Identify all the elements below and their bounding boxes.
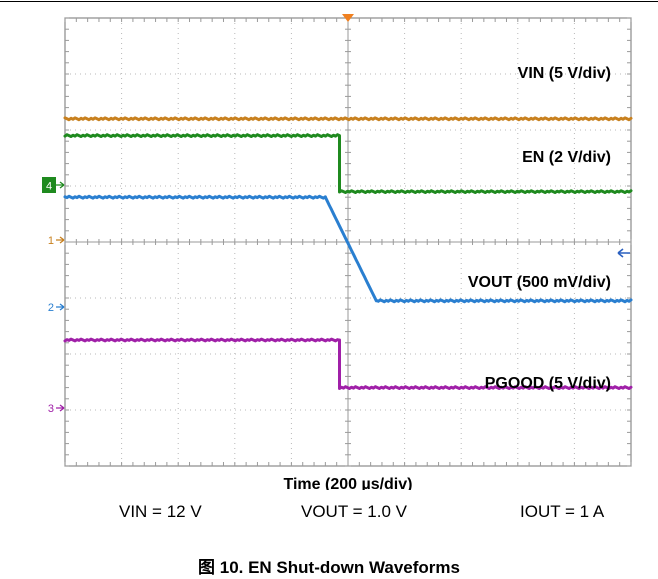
traces <box>63 116 633 390</box>
oscilloscope-chart: VIN (5 V/div) EN (2 V/div) VOUT (500 mV/di… <box>42 14 633 490</box>
trace-label-vout: VOUT (500 mV/div) <box>468 274 611 291</box>
channel-4-marker-text: 4 <box>46 181 52 193</box>
condition-vout: VOUT = 1.0 V <box>301 502 407 521</box>
trace-en <box>63 133 633 194</box>
trace-label-en: EN (2 V/div) <box>522 149 611 166</box>
channel-2-marker-arrow <box>56 303 65 311</box>
channel-3-marker-text: 3 <box>48 403 54 415</box>
channel-4-marker-arrow <box>56 181 65 189</box>
trace-label-pgood: PGOOD (5 V/div) <box>485 375 611 392</box>
channel-markers: 1 4 2 3 <box>42 177 65 415</box>
channel-4-marker-box <box>42 177 56 193</box>
condition-iout: IOUT = 1 A <box>520 502 605 521</box>
trace-label-vin: VIN (5 V/div) <box>518 65 611 82</box>
channel-1-marker-arrow <box>56 236 65 244</box>
channel-1-marker-text: 1 <box>48 235 54 247</box>
x-axis-label: Time (200 µs/div) <box>284 476 413 490</box>
trace-labels: VIN (5 V/div) EN (2 V/div) VOUT (500 mV/di… <box>468 65 611 392</box>
top-rule <box>0 1 658 2</box>
trigger-level-arrow <box>617 248 630 258</box>
trigger-position-marker <box>342 14 354 22</box>
trace-vout <box>63 194 633 304</box>
figure-caption: 图 10. EN Shut-down Waveforms <box>198 558 460 577</box>
condition-vin: VIN = 12 V <box>119 502 202 521</box>
channel-3-marker-arrow <box>56 404 65 412</box>
channel-2-marker-text: 2 <box>48 302 54 314</box>
trace-pgood <box>63 337 633 390</box>
trace-vin <box>63 116 633 122</box>
